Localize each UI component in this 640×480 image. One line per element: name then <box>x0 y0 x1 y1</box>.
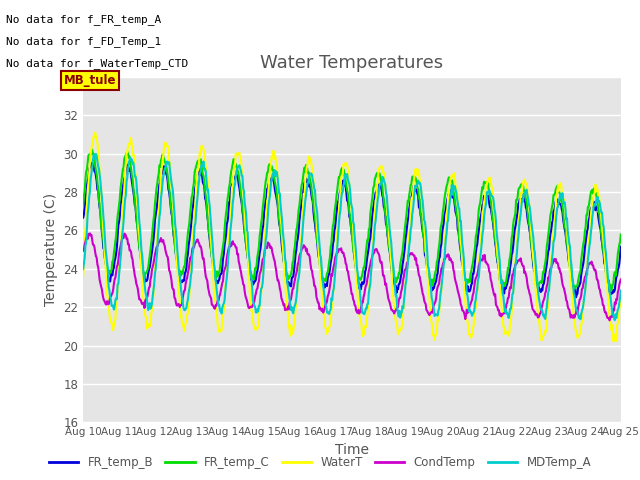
Title: Water Temperatures: Water Temperatures <box>260 54 444 72</box>
Text: No data for f_FR_temp_A: No data for f_FR_temp_A <box>6 14 162 25</box>
Text: No data for f_FD_Temp_1: No data for f_FD_Temp_1 <box>6 36 162 47</box>
X-axis label: Time: Time <box>335 443 369 457</box>
Text: No data for f_WaterTemp_CTD: No data for f_WaterTemp_CTD <box>6 58 189 69</box>
Y-axis label: Temperature (C): Temperature (C) <box>44 193 58 306</box>
Legend: FR_temp_B, FR_temp_C, WaterT, CondTemp, MDTemp_A: FR_temp_B, FR_temp_C, WaterT, CondTemp, … <box>44 452 596 474</box>
Text: MB_tule: MB_tule <box>64 74 116 87</box>
